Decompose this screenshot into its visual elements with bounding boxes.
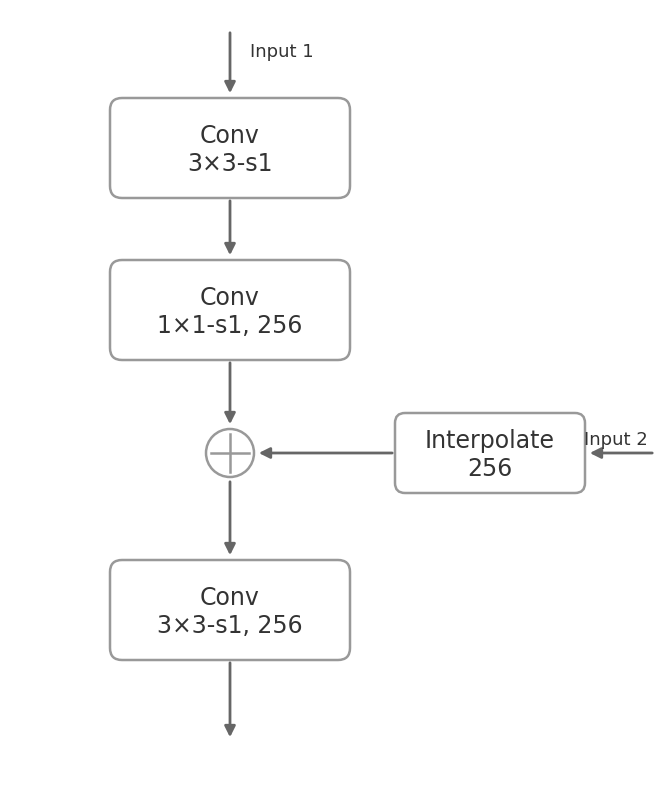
Text: Input 2: Input 2 xyxy=(584,431,648,449)
Text: 256: 256 xyxy=(468,457,512,481)
FancyBboxPatch shape xyxy=(395,413,585,493)
Text: Input 1: Input 1 xyxy=(250,43,313,61)
Text: 1×1-s1, 256: 1×1-s1, 256 xyxy=(157,314,303,338)
Text: 3×3-s1, 256: 3×3-s1, 256 xyxy=(157,614,303,638)
FancyBboxPatch shape xyxy=(110,560,350,660)
Text: Interpolate: Interpolate xyxy=(425,429,555,453)
FancyBboxPatch shape xyxy=(110,98,350,198)
Text: 3×3-s1: 3×3-s1 xyxy=(187,152,273,176)
Text: Conv: Conv xyxy=(200,586,260,610)
Text: Conv: Conv xyxy=(200,124,260,148)
FancyBboxPatch shape xyxy=(110,260,350,360)
Text: Conv: Conv xyxy=(200,286,260,310)
